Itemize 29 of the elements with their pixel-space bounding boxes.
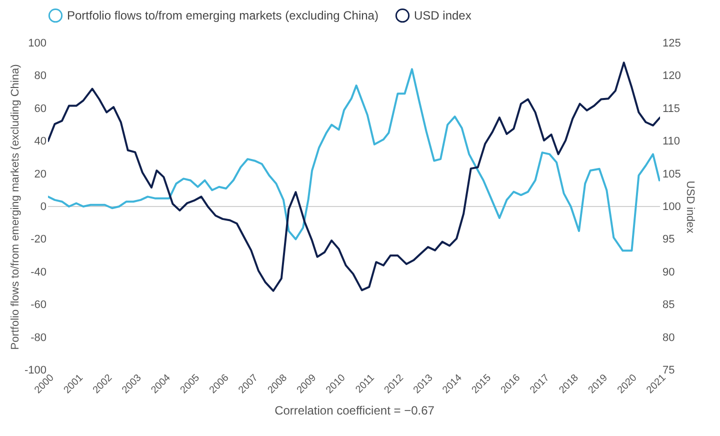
y-tick-label: 20 <box>34 168 46 180</box>
y2-tick-label: 95 <box>662 234 675 246</box>
x-axis-title: Correlation coefficient = −0.67 <box>274 403 435 418</box>
y2-tick-label: 105 <box>662 168 681 180</box>
y2-tick-label: 85 <box>662 299 675 312</box>
y-tick-label: 0 <box>40 201 46 213</box>
line-series <box>48 62 660 292</box>
y2-tick-label: 90 <box>662 266 675 278</box>
y-axis-title: Portfolio flows to/from emerging markets (excluding China) <box>9 64 22 350</box>
y2-tick-label: 115 <box>662 102 680 115</box>
y2-tick-label: 100 <box>662 201 681 213</box>
y-tick-label: -100 <box>24 364 46 376</box>
y-tick-label: 80 <box>34 70 46 82</box>
legend-label: Portfolio flows to/from emerging markets (excluding China) <box>67 8 378 23</box>
y-tick-label: -60 <box>30 299 46 312</box>
legend-label: USD index <box>414 8 472 23</box>
line-series <box>48 68 660 252</box>
y-tick-label: 60 <box>34 102 46 115</box>
y2-tick-label: 120 <box>662 70 681 82</box>
y-tick-label: 40 <box>34 136 46 148</box>
y2-axis-title: USD index <box>684 180 696 234</box>
y-tick-label: -20 <box>30 234 46 246</box>
y-tick-label: -40 <box>30 266 46 278</box>
y-tick-label: -80 <box>30 332 46 344</box>
y-tick-label: 100 <box>28 38 46 50</box>
y2-tick-label: 80 <box>662 332 675 344</box>
y2-tick-label: 125 <box>662 38 681 50</box>
y2-tick-label: 75 <box>662 364 675 376</box>
y2-tick-label: 110 <box>662 136 680 148</box>
